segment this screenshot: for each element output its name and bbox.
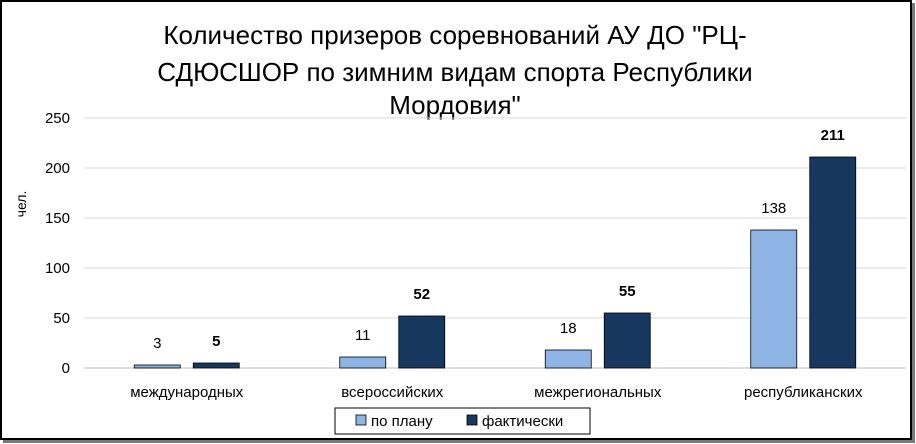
- y-tick-labels: 0 50 100 150 200 250: [45, 110, 70, 377]
- data-label-plan-3: 138: [761, 200, 786, 217]
- chart-title-line-3: Мордовия": [389, 90, 521, 120]
- bar-fact-1: [398, 315, 446, 369]
- legend-label-plan: по плану: [371, 413, 433, 430]
- chart-title-line-2: СДЮСШОР по зимним видам спорта Республик…: [157, 57, 752, 87]
- category-labels: международных всероссийских межрегиональны…: [130, 384, 863, 401]
- category-label-1: всероссийских: [341, 384, 444, 401]
- data-label-fact-2: 55: [619, 283, 636, 300]
- y-tick-250: 250: [45, 110, 70, 127]
- bar-plan-1: [339, 356, 387, 369]
- legend-box: [334, 407, 591, 435]
- bar-plan-3: [750, 229, 798, 369]
- bar-fact-2: [603, 312, 651, 369]
- legend-label-fact: фактически: [482, 413, 563, 430]
- bar-plan-2: [544, 349, 592, 369]
- category-label-2: межрегиональных: [534, 384, 662, 401]
- category-label-0: международных: [130, 384, 244, 401]
- bars: [133, 156, 857, 369]
- y-tick-100: 100: [45, 260, 70, 277]
- data-label-plan-2: 18: [560, 320, 577, 337]
- y-tick-50: 50: [53, 310, 70, 327]
- legend-swatch-fact: [466, 414, 478, 426]
- bar-fact-3: [809, 156, 857, 369]
- legend: по плану фактически: [334, 407, 591, 435]
- data-label-fact-3: 211: [821, 127, 845, 144]
- bar-plan-0: [133, 364, 181, 369]
- data-label-fact-0: 5: [212, 333, 220, 350]
- y-tick-200: 200: [45, 160, 70, 177]
- bar-fact-0: [192, 362, 240, 369]
- y-tick-150: 150: [45, 210, 70, 227]
- data-label-plan-1: 11: [355, 327, 371, 344]
- data-label-fact-1: 52: [413, 286, 430, 303]
- y-tick-0: 0: [62, 360, 70, 377]
- chart-title-line-1: Количество призеров соревнований АУ ДО "…: [163, 20, 746, 50]
- legend-swatch-plan: [355, 414, 367, 426]
- data-label-plan-0: 3: [153, 335, 161, 352]
- category-label-3: республиканских: [744, 384, 863, 401]
- y-axis-label: чел.: [13, 191, 29, 218]
- data-labels: 3 5 11 52 18 55 138 211: [153, 127, 845, 352]
